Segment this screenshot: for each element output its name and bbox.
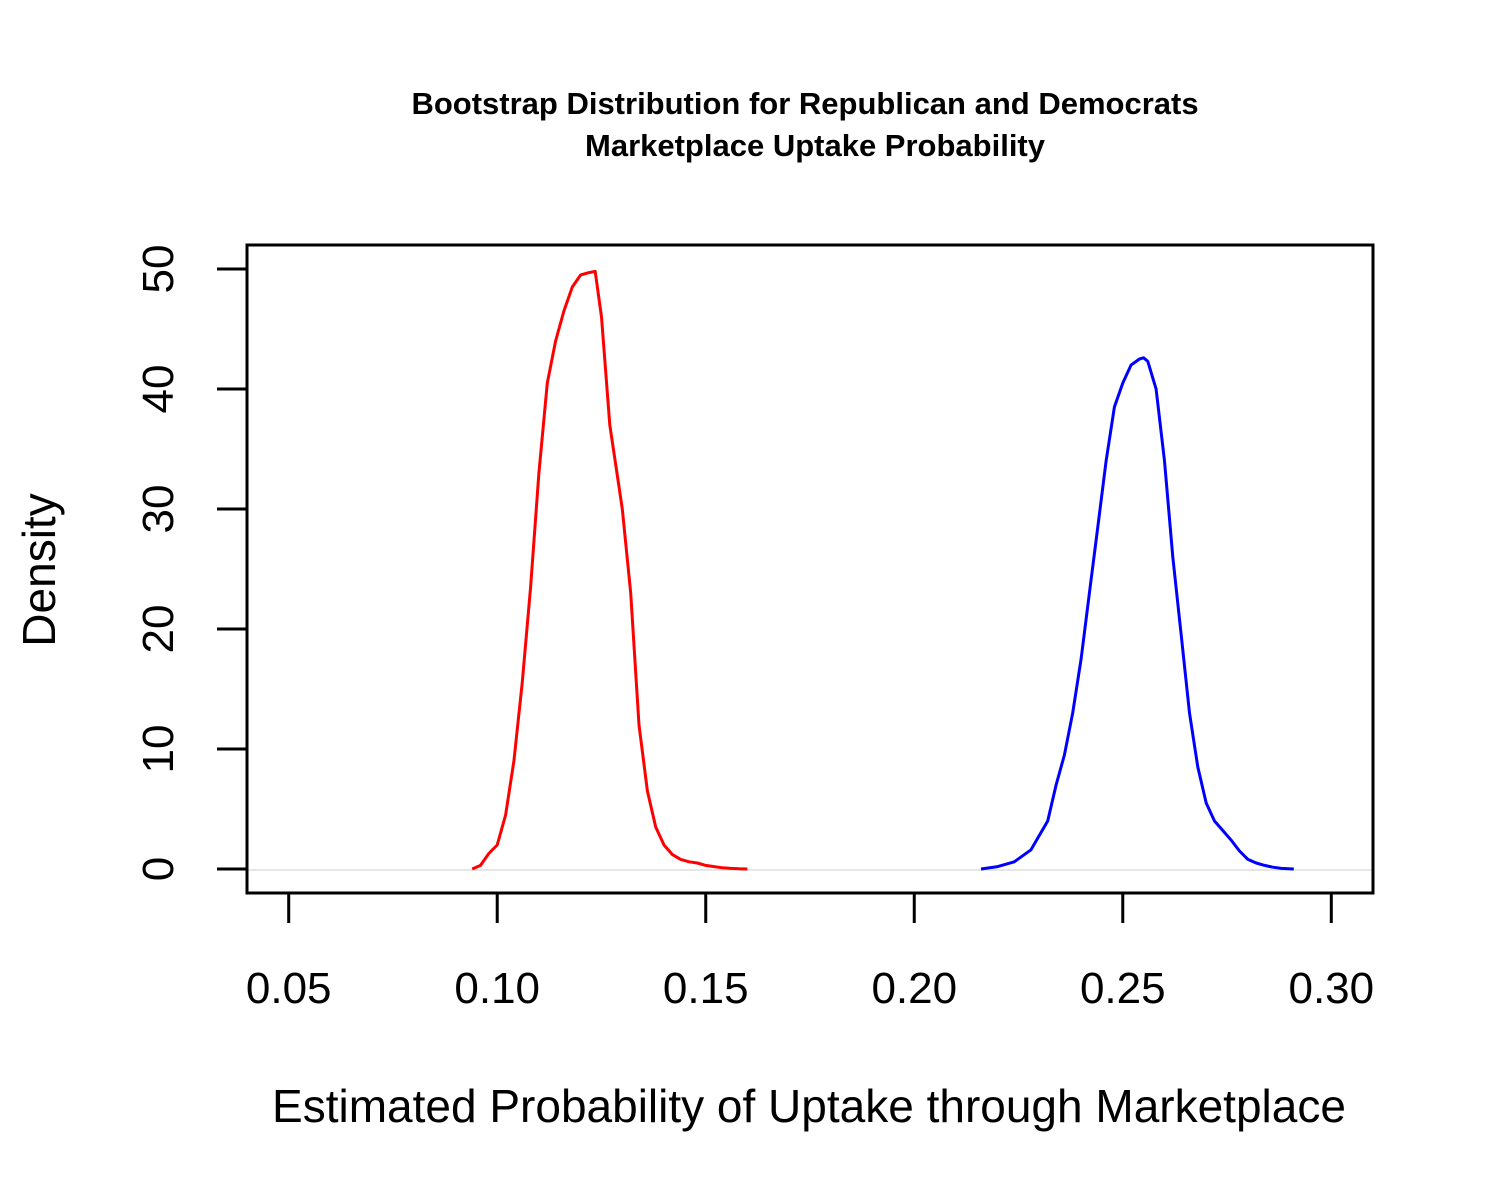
series-layer: [471, 269, 1294, 871]
x-tick-label: 0.10: [454, 964, 540, 1013]
x-tick-label: 0.05: [246, 964, 332, 1013]
x-tick-label: 0.15: [663, 964, 749, 1013]
y-tick-label: 10: [134, 725, 183, 774]
density-line-series-1: [471, 269, 748, 871]
chart-title: Bootstrap Distribution for Republican an…: [411, 86, 1198, 121]
y-tick-label: 50: [134, 245, 183, 294]
y-tick-label: 0: [134, 857, 183, 881]
y-axis: 0 10 20 30 40 50: [134, 245, 249, 881]
y-tick-label: 20: [134, 605, 183, 654]
x-tick-label: 0.25: [1080, 964, 1166, 1013]
x-tick-label: 0.30: [1288, 964, 1374, 1013]
y-tick-label: 30: [134, 485, 183, 534]
chart-subtitle: Marketplace Uptake Probability: [585, 128, 1046, 163]
x-tick-label: 0.20: [871, 964, 957, 1013]
y-axis-label: Density: [13, 493, 65, 646]
density-line-series-2: [980, 356, 1294, 871]
x-axis: 0.05 0.10 0.15 0.20 0.25 0.30: [246, 891, 1374, 1013]
x-axis-label: Estimated Probability of Uptake through …: [272, 1080, 1346, 1132]
y-tick-label: 40: [134, 365, 183, 414]
